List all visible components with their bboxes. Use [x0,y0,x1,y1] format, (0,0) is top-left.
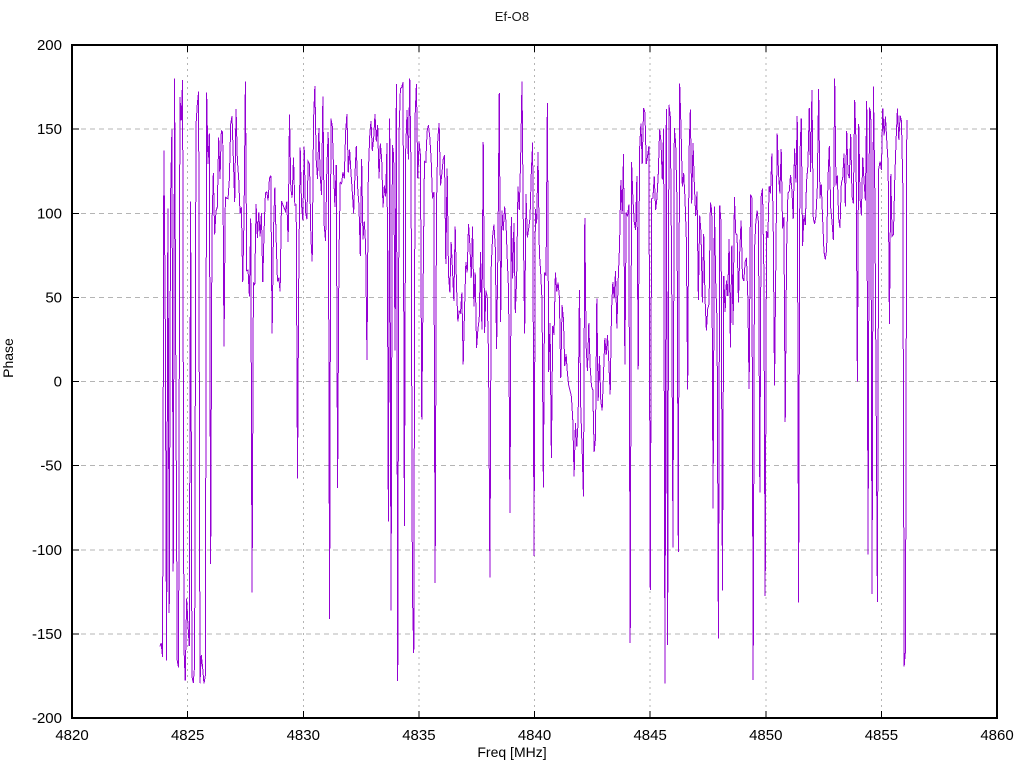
svg-text:50: 50 [45,289,62,306]
svg-text:200: 200 [37,37,62,54]
svg-text:100: 100 [37,205,62,222]
svg-text:4855: 4855 [865,727,898,744]
svg-text:-200: -200 [32,710,62,727]
svg-text:4830: 4830 [287,727,320,744]
tick-marks [71,44,998,719]
svg-text:4850: 4850 [749,727,782,744]
svg-text:-50: -50 [40,458,62,475]
svg-text:4825: 4825 [171,727,204,744]
svg-text:0: 0 [54,374,62,391]
svg-text:4820: 4820 [55,727,88,744]
svg-text:4840: 4840 [518,727,551,744]
plot-frame [71,44,998,719]
svg-text:4845: 4845 [633,727,666,744]
svg-text:150: 150 [37,121,62,138]
chart-title: Ef-O8 [494,9,530,24]
phase-trace [159,78,908,684]
svg-text:4835: 4835 [402,727,435,744]
tick-labels: -200 -150 -100 -50 0 50 100 150 200 4820 4825 4830 4… [32,37,1014,744]
x-axis-title: Freq [MHz] [477,744,547,760]
svg-text:4860: 4860 [980,727,1013,744]
data-trace-layer [159,78,908,684]
svg-text:-150: -150 [32,626,62,643]
svg-text:-100: -100 [32,542,62,559]
y-axis-title: Phase [0,338,16,378]
